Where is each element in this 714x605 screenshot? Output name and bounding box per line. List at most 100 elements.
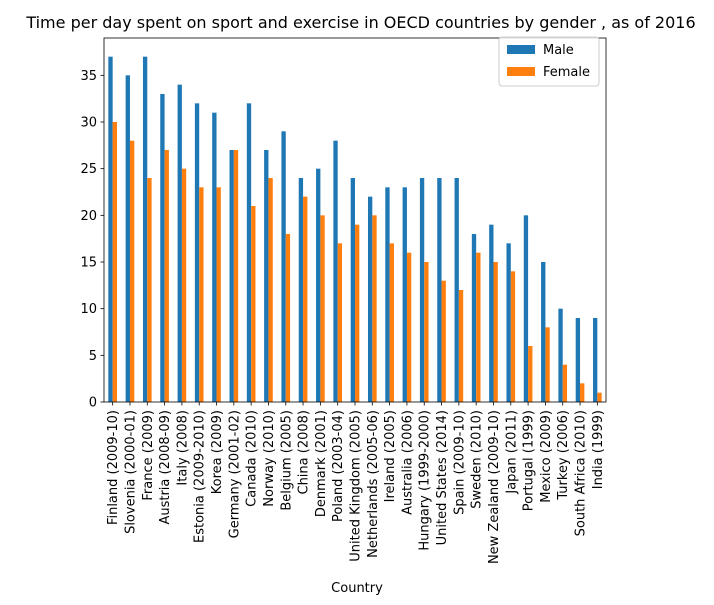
bar-male-5 [194,103,200,402]
y-axis: 0 5 10 15 20 25 30 35 [80,69,104,411]
x-tick-label: United Kingdom (2005) [349,410,364,562]
x-tick-label: Japan (2011) [504,410,519,495]
x-tick-label: Korea (2009) [210,410,225,494]
bar-male-2 [142,56,148,403]
bar-male-4 [177,84,182,403]
legend: Male Female [498,36,600,87]
bar-female-18 [424,262,429,402]
x-tick-label: Denmark (2001) [314,410,329,517]
bar-male-3 [160,94,165,402]
bar-female-13 [337,243,343,402]
bar-male-12 [316,168,321,402]
x-tick-label: China (2008) [297,410,312,495]
y-tick-label: 10 [80,302,97,317]
bar-female-14 [355,224,360,402]
bar-female-6 [216,187,221,402]
bar-female-17 [406,252,412,402]
x-tick-label: Ireland (2005) [383,410,398,502]
bar-male-26 [558,308,563,402]
x-tick-label: Sweden (2010) [470,410,485,509]
bar-female-5 [199,187,204,402]
y-tick-label: 15 [80,256,97,271]
plot-area [103,37,607,403]
bar-male-22 [489,224,494,402]
x-tick-label: Australia (2006) [400,410,415,515]
y-tick-label: 25 [80,162,97,177]
x-tick-label: Portugal (1999) [522,410,537,511]
bar-male-16 [385,187,390,402]
bar-female-9 [268,178,273,402]
bar-male-21 [471,234,477,402]
bar-male-13 [333,140,338,402]
bar-female-19 [441,280,446,402]
x-tick-label: Finland (2009-10) [106,410,121,525]
bar-female-0 [112,122,117,402]
x-tick-label: Belgium (2005) [279,410,294,511]
bar-female-22 [493,262,498,402]
bar-female-27 [580,383,585,402]
bar-male-18 [419,178,425,402]
x-tick-label: Spain (2009-10) [452,410,467,515]
x-tick-label: France (2009) [141,410,156,501]
bar-male-28 [593,318,598,402]
x-tick-label: Poland (2003-04) [331,410,346,522]
bar-female-2 [147,178,152,402]
bar-male-0 [108,56,113,403]
legend-label-female: Female [543,65,590,80]
bar-female-25 [545,327,550,402]
x-tick-label: New Zealand (2009-10) [487,410,502,564]
bar-female-23 [510,271,516,402]
y-tick-label: 20 [80,209,97,224]
bar-male-23 [506,243,511,402]
bar-female-11 [303,196,308,402]
bar-male-11 [298,178,304,402]
legend-swatch-female [507,67,535,76]
bar-female-3 [164,150,169,402]
x-tick-label: Slovenia (2000-01) [123,410,138,534]
bar-female-12 [320,215,325,402]
bar-male-8 [246,103,252,402]
x-axis-label: Country [331,581,383,596]
bar-female-16 [389,243,394,402]
bar-male-27 [575,318,581,402]
x-tick-label: Turkey (2006) [556,410,571,501]
x-tick-label: Canada (2010) [245,410,260,507]
x-tick-label: South Africa (2010) [574,410,589,536]
bar-female-24 [528,346,533,402]
y-tick-label: 30 [80,116,97,131]
bar-male-24 [523,215,529,402]
legend-swatch-male [507,45,535,54]
bar-female-15 [372,215,377,402]
x-tick-label: Netherlands (2005-06) [366,410,381,558]
x-axis: Finland (2009-10) Slovenia (2000-01) Franc… [106,402,606,564]
bar-male-17 [402,187,407,402]
x-tick-label: Italy (2008) [175,410,190,486]
y-tick-label: 0 [89,396,97,411]
bar-male-1 [125,75,130,402]
bar-male-19 [437,178,442,402]
bar-female-1 [129,140,135,402]
chart-title: Time per day spent on sport and exercise… [25,13,695,32]
bar-female-28 [597,392,602,402]
bar-female-26 [562,364,568,402]
x-tick-label: Estonia (2009-2010) [193,410,208,543]
bar-male-7 [229,150,234,402]
x-tick-label: Norway (2010) [262,410,277,507]
x-tick-label: Austria (2008-09) [158,410,173,525]
bar-female-20 [458,290,464,402]
bar-female-10 [285,234,291,402]
bar-male-9 [264,150,269,402]
bar-female-4 [181,168,187,402]
y-tick-label: 35 [80,69,97,84]
bar-male-10 [281,131,286,403]
x-tick-label: India (1999) [591,410,606,489]
bar-male-15 [367,196,373,402]
legend-label-male: Male [543,43,574,58]
x-tick-label: Mexico (2009) [539,410,554,503]
x-tick-label: United States (2014) [435,410,450,545]
bar-male-20 [454,178,459,402]
y-tick-label: 5 [89,349,97,364]
x-tick-label: Hungary (1999-2000) [418,410,433,551]
bar-male-25 [541,262,546,402]
